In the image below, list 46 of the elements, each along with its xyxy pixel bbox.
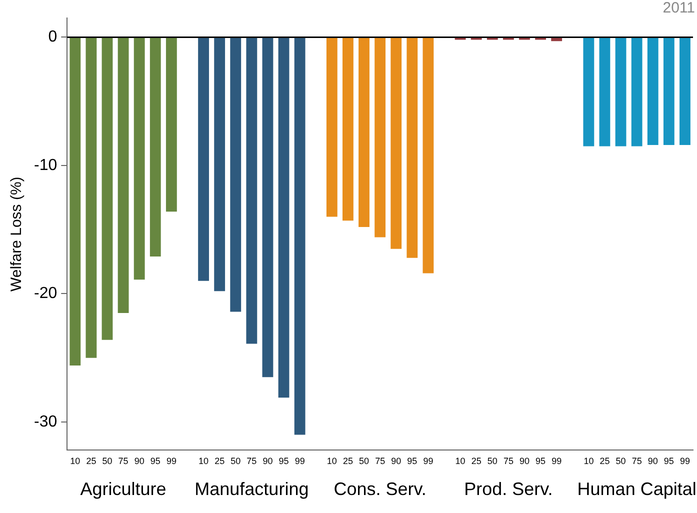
y-tick-label: -10	[34, 156, 58, 174]
x-tick-label: 95	[150, 456, 160, 466]
text: Manufacturing	[194, 479, 309, 500]
x-tick-label: 75	[118, 456, 128, 466]
x-tick-label: 90	[134, 456, 144, 466]
x-tick-label: 50	[359, 456, 370, 466]
y-tick-label: 0	[48, 28, 58, 46]
y-tick-label: -20	[34, 285, 58, 302]
x-tick-label: 25	[600, 456, 610, 466]
x-tick-label: 75	[375, 456, 386, 466]
x-tick-label: 25	[86, 456, 96, 466]
x-tick-label: 99	[423, 456, 434, 466]
y-axis-title: Welfare Loss (%)	[8, 176, 26, 292]
y-tick-label: -30	[34, 413, 58, 430]
x-tick-label: 90	[648, 456, 658, 466]
x-tick-label: 10	[584, 456, 594, 466]
text: Human Capital	[577, 479, 696, 500]
x-tick-label: 50	[616, 456, 626, 466]
x-tick-label: 75	[246, 456, 257, 466]
x-tick-label: 10	[70, 456, 80, 466]
x-tick-label: 75	[632, 456, 642, 466]
x-tick-label: 99	[166, 456, 176, 466]
x-tick-label: 95	[536, 456, 546, 466]
x-tick-label: 10	[198, 456, 209, 466]
x-tick-label: 25	[214, 456, 225, 466]
x-tick-label: 90	[391, 456, 402, 466]
chart-title: 2011	[662, 0, 695, 17]
x-tick-label: 99	[680, 456, 690, 466]
x-tick-label: 95	[664, 456, 674, 466]
x-tick-label: 90	[262, 456, 273, 466]
x-tick-label: 99	[294, 456, 305, 466]
x-tick-label: 25	[342, 456, 353, 466]
x-tick-label: 50	[102, 456, 112, 466]
x-tick-label: 90	[519, 456, 530, 466]
x-tick-label: 50	[230, 456, 241, 466]
x-tick-label: 95	[407, 456, 418, 466]
text: Agriculture	[80, 479, 166, 500]
x-tick-label: 25	[471, 456, 482, 466]
text: Prod. Serv.	[464, 479, 553, 500]
x-tick-label: 50	[487, 456, 498, 466]
x-tick-label: 10	[326, 456, 337, 466]
x-tick-label: 95	[278, 456, 289, 466]
x-tick-label: 75	[503, 456, 514, 466]
x-tick-label: 10	[455, 456, 466, 466]
x-tick-label: 99	[552, 456, 562, 466]
text: Cons. Serv.	[334, 479, 426, 500]
